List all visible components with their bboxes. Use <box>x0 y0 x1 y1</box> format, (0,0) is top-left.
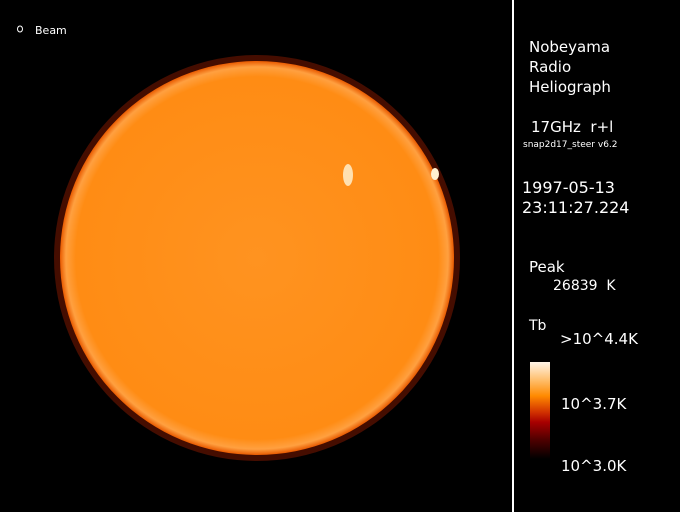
instrument-line2: Radio <box>529 58 572 76</box>
obs-date: 1997-05-13 <box>522 178 615 197</box>
colorbar-max-label: >10^4.4K <box>560 330 638 348</box>
peak-label: Peak <box>529 258 565 276</box>
colorbar-min-label: 10^3.0K <box>561 457 627 475</box>
colorbar <box>530 362 550 459</box>
software-version: snap2d17_steer v6.2 <box>523 140 618 150</box>
instrument-line1: Nobeyama <box>529 38 611 56</box>
divider <box>512 0 514 512</box>
beam-icon <box>17 25 23 33</box>
instrument-line3: Heliograph <box>529 78 611 96</box>
frequency: 17GHz r+l <box>531 118 614 136</box>
peak-value: 26839 K <box>553 278 616 294</box>
beam-label: Beam <box>35 24 67 37</box>
colorbar-title: Tb <box>529 318 547 334</box>
active-region <box>343 164 353 186</box>
obs-time: 23:11:27.224 <box>522 198 630 217</box>
solar-disk-image <box>17 25 460 461</box>
solar-disk <box>60 61 454 455</box>
colorbar-mid-label: 10^3.7K <box>561 395 627 413</box>
limb-brightening <box>431 168 439 180</box>
